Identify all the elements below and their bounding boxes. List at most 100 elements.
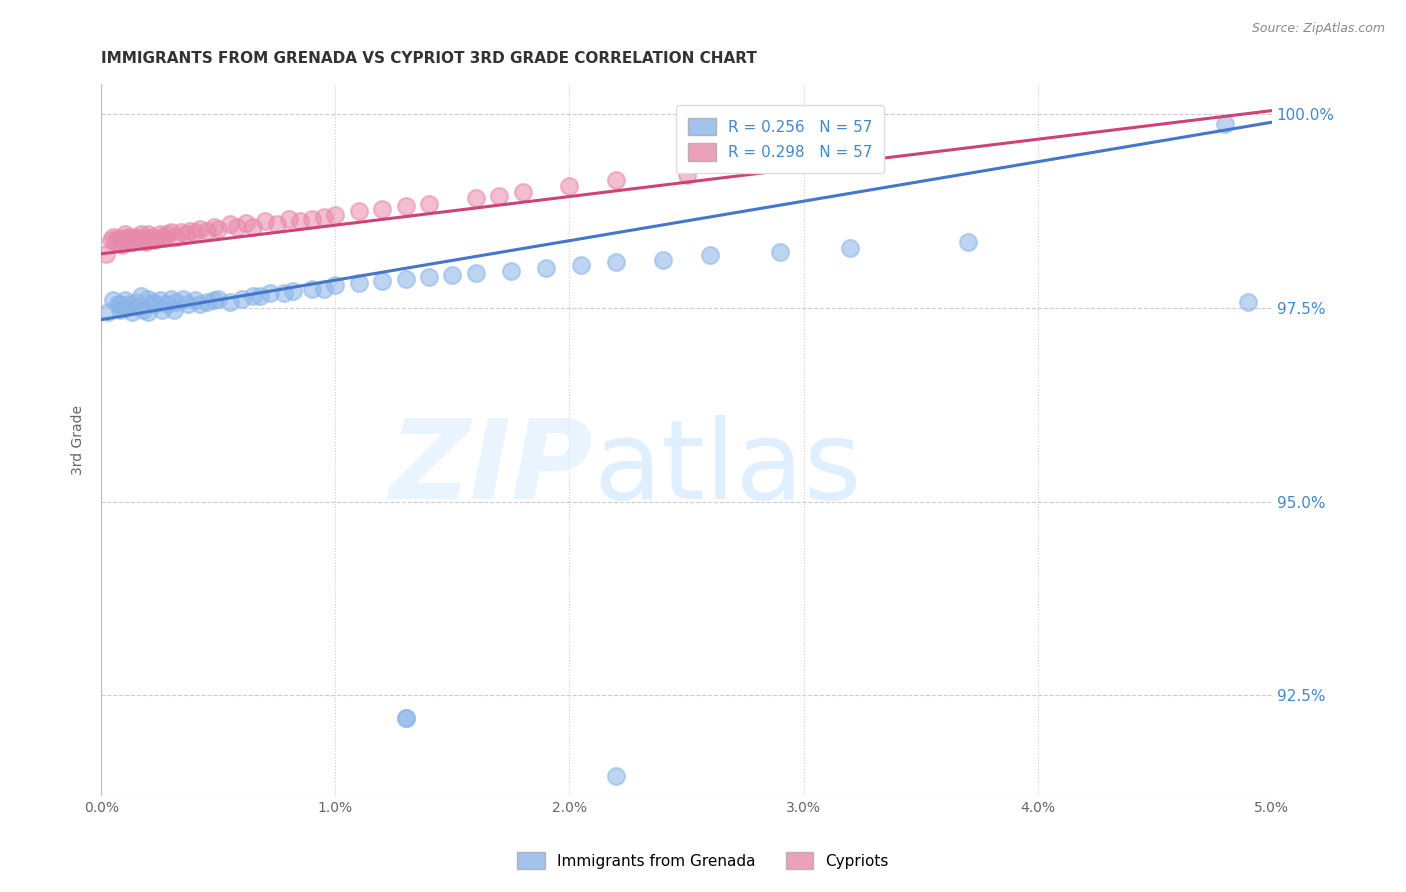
Point xyxy=(249,289,271,303)
Point xyxy=(142,294,165,309)
Point xyxy=(143,233,166,247)
Point xyxy=(242,289,264,303)
Point xyxy=(219,218,242,232)
Point xyxy=(165,229,187,244)
Point xyxy=(128,300,150,314)
Point xyxy=(163,302,186,317)
Point xyxy=(839,241,862,255)
Point xyxy=(97,305,120,319)
Point xyxy=(172,292,194,306)
Point xyxy=(1213,117,1236,131)
Point xyxy=(1237,294,1260,309)
Point xyxy=(347,277,370,291)
Point xyxy=(101,229,124,244)
Point xyxy=(605,173,627,187)
Point xyxy=(184,293,207,308)
Point xyxy=(441,268,464,283)
Point xyxy=(129,289,152,303)
Point xyxy=(100,233,122,247)
Point xyxy=(125,229,148,244)
Point xyxy=(121,305,143,319)
Point xyxy=(394,271,416,285)
Point xyxy=(153,231,176,245)
Point xyxy=(160,225,183,239)
Point xyxy=(242,219,264,234)
Point xyxy=(170,225,193,239)
Point xyxy=(184,225,207,239)
Point xyxy=(104,235,127,250)
Point xyxy=(195,294,218,309)
Point xyxy=(956,235,979,250)
Point xyxy=(125,294,148,309)
Point xyxy=(136,305,159,319)
Point xyxy=(107,297,129,311)
Point xyxy=(652,252,675,267)
Point xyxy=(675,168,697,182)
Point xyxy=(325,208,347,222)
Point xyxy=(143,297,166,311)
Point xyxy=(114,231,136,245)
Point xyxy=(266,218,288,232)
Point xyxy=(347,204,370,219)
Point xyxy=(464,266,486,280)
Text: atlas: atlas xyxy=(593,415,862,522)
Point xyxy=(108,302,131,317)
Point xyxy=(128,233,150,247)
Point xyxy=(254,214,277,228)
Point xyxy=(259,285,281,300)
Point xyxy=(188,222,211,236)
Point xyxy=(312,282,335,296)
Text: IMMIGRANTS FROM GRENADA VS CYPRIOT 3RD GRADE CORRELATION CHART: IMMIGRANTS FROM GRENADA VS CYPRIOT 3RD G… xyxy=(101,51,756,66)
Point xyxy=(301,211,323,226)
Point xyxy=(150,229,173,244)
Point xyxy=(488,188,510,202)
Point xyxy=(111,237,134,252)
Point xyxy=(114,301,136,315)
Point xyxy=(122,231,145,245)
Point xyxy=(94,247,117,261)
Point xyxy=(108,297,131,311)
Point xyxy=(235,216,257,230)
Point xyxy=(371,274,394,288)
Point xyxy=(149,227,172,242)
Point xyxy=(290,214,312,228)
Legend: R = 0.256   N = 57, R = 0.298   N = 57: R = 0.256 N = 57, R = 0.298 N = 57 xyxy=(676,105,884,173)
Point xyxy=(177,297,200,311)
Point xyxy=(121,235,143,250)
Point xyxy=(394,711,416,725)
Point xyxy=(464,191,486,205)
Point xyxy=(231,292,253,306)
Point xyxy=(418,196,440,211)
Point xyxy=(534,260,557,275)
Point xyxy=(283,284,305,298)
Point xyxy=(769,245,792,260)
Point xyxy=(107,231,129,245)
Point xyxy=(605,769,627,783)
Point xyxy=(325,277,347,292)
Point xyxy=(132,231,155,245)
Point xyxy=(558,178,581,193)
Point xyxy=(219,294,242,309)
Point xyxy=(115,233,138,247)
Point xyxy=(118,297,141,311)
Point xyxy=(101,293,124,308)
Point xyxy=(188,297,211,311)
Legend: Immigrants from Grenada, Cypriots: Immigrants from Grenada, Cypriots xyxy=(510,846,896,875)
Point xyxy=(605,254,627,268)
Point xyxy=(226,219,249,234)
Point xyxy=(202,293,225,308)
Point xyxy=(569,259,592,273)
Point xyxy=(394,711,416,725)
Point xyxy=(135,235,157,250)
Point xyxy=(277,211,299,226)
Point xyxy=(207,292,229,306)
Point xyxy=(174,227,197,242)
Point xyxy=(156,297,179,311)
Point xyxy=(136,292,159,306)
Point xyxy=(499,264,522,278)
Point xyxy=(312,210,335,224)
Point xyxy=(371,202,394,216)
Point xyxy=(139,231,162,245)
Point xyxy=(394,199,416,213)
Point xyxy=(207,222,229,236)
